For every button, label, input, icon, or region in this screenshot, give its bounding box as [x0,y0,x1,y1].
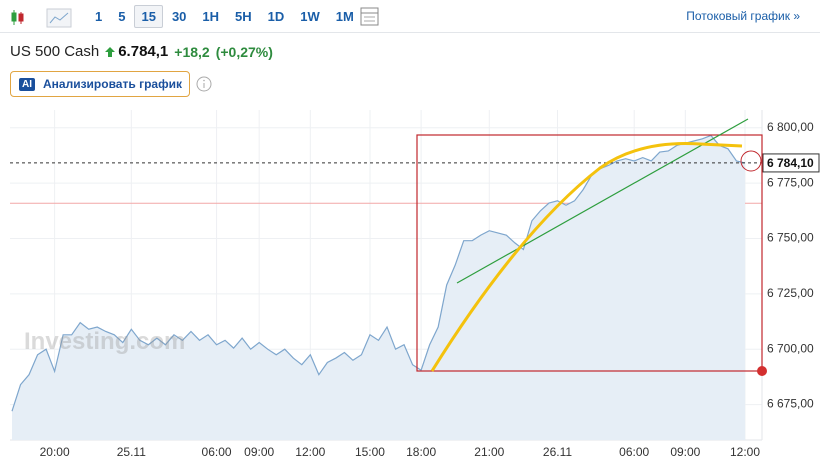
y-tick-label: 6 700,00 [767,341,814,355]
x-tick-label: 12:00 [295,445,325,459]
current-price-box [762,153,820,173]
x-tick-label: 21:00 [474,445,504,459]
interval-button[interactable]: 5 [118,9,126,24]
instrument-name: US 500 Cash [10,43,100,60]
y-tick-label: 6 750,00 [767,231,814,245]
x-tick-label: 15:00 [355,445,385,459]
y-tick-label: 6 800,00 [767,120,814,134]
drawn-curve [430,142,743,372]
x-tick-label: 20:00 [40,445,70,459]
ai-label: Анализировать график [43,77,182,91]
x-tick-label: 25.11 [117,445,146,459]
x-tick-label: 06:00 [619,445,649,459]
interval-button[interactable]: 30 [171,9,187,24]
price-line [11,134,746,412]
info-icon[interactable] [196,76,212,92]
x-tick-label: 12:00 [730,445,760,459]
drawn-rectangle [416,134,763,372]
interval-button[interactable]: 1M [335,9,354,24]
handle [757,366,767,376]
interval-button[interactable]: 1 [95,9,103,24]
stream-link[interactable]: Потоковый график » [686,9,800,23]
quote-row: US 500 Cash 6.784,1 +18,2 (+0,27%) [10,43,273,60]
ai-button[interactable]: AI Анализировать график [10,71,190,97]
interval-button[interactable]: 15 [134,5,163,28]
chart-type-icons [11,8,72,28]
current-price-label: 6 784,10 [767,156,814,170]
up-arrow [105,46,116,57]
plot: 6 675,00 6 700,00 6 725,00 6 750,00 6 775,00… [10,110,820,459]
change: +18,2 [174,43,210,60]
y-tick-label: 6 675,00 [767,397,814,411]
area-fill [12,135,745,441]
x-tick-label: 26.11 [543,445,572,459]
interval-button[interactable]: 5H [235,9,252,24]
watermark: Investing.com [24,328,186,355]
y-tick-label: 6 775,00 [767,175,814,189]
interval-button[interactable]: 1D [267,9,285,24]
settings-icon[interactable] [360,7,380,27]
x-tick-label: 06:00 [202,445,232,459]
x-tick-label: 09:00 [670,445,700,459]
price: 6.784,1 [118,43,169,60]
change-percent: (+0,27%) [215,43,273,60]
price-marker [740,150,762,172]
interval-button[interactable]: 1H [202,9,220,24]
x-tick-label: 18:00 [406,445,436,459]
ai-badge: AI [19,77,35,91]
interval-button[interactable]: 1W [300,9,320,24]
divider [0,32,820,33]
x-tick-label: 09:00 [244,445,274,459]
y-tick-label: 6 725,00 [767,286,814,300]
trend-line [456,118,749,284]
interval-bar: 1 5 15 30 1H 5H 1D 1W 1M [88,5,361,28]
